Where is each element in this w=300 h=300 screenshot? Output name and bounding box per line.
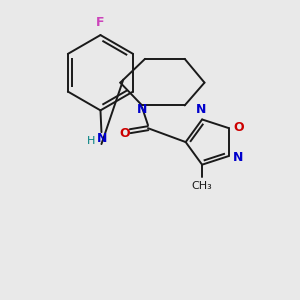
Text: O: O	[234, 121, 244, 134]
Text: F: F	[96, 16, 105, 29]
Text: N: N	[232, 151, 243, 164]
Text: H: H	[87, 136, 96, 146]
Text: N: N	[196, 103, 206, 116]
Text: CH₃: CH₃	[192, 181, 212, 190]
Text: O: O	[119, 127, 130, 140]
Text: N: N	[137, 103, 147, 116]
Text: N: N	[97, 132, 108, 145]
